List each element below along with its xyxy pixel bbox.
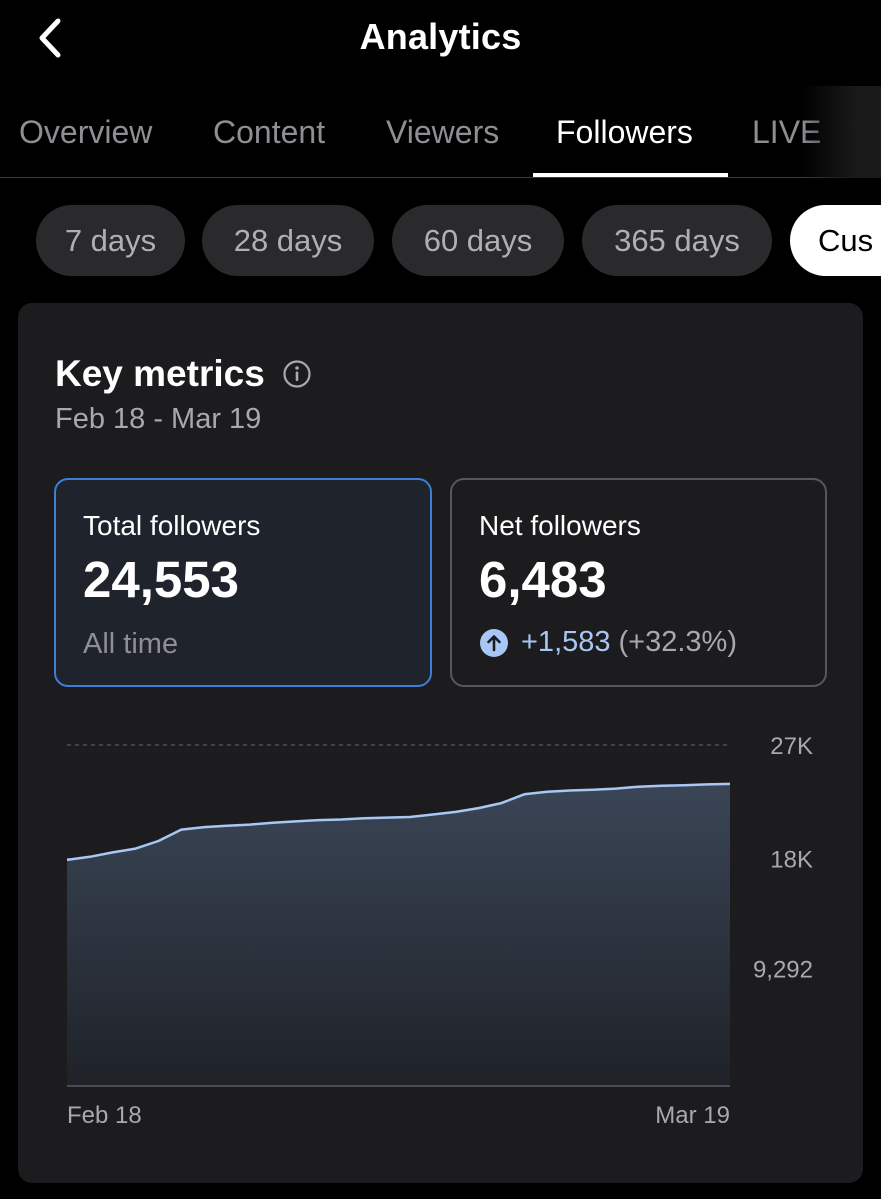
range-chip-7-days[interactable]: 7 days	[36, 205, 185, 276]
tab-scroll-fade	[801, 86, 881, 178]
tab-viewers[interactable]: Viewers	[386, 114, 500, 150]
followers-chart: 27K 18K 9,292 Feb 18 Mar 19	[66, 733, 813, 1129]
header: Analytics	[0, 0, 881, 80]
chart-area-fill	[67, 783, 730, 1086]
tab-content[interactable]: Content	[213, 114, 326, 150]
net-followers-box[interactable]: Net followers 6,483 +1,583 (+32.3%)	[450, 478, 827, 687]
date-range: Feb 18 - Mar 19	[55, 403, 262, 435]
range-chip-custom[interactable]: Cus	[790, 205, 881, 276]
x-tick-label-start: Feb 18	[67, 1102, 142, 1129]
info-icon[interactable]	[282, 359, 312, 389]
y-tick-label: 27K	[770, 733, 813, 760]
change-value: +1,583	[521, 626, 611, 658]
arrow-up-circle-icon	[480, 628, 508, 657]
active-tab-indicator	[533, 173, 728, 177]
tab-followers[interactable]: Followers	[556, 114, 693, 150]
range-chip-28-days[interactable]: 28 days	[202, 205, 374, 276]
chevron-left-icon	[39, 18, 61, 58]
total-followers-value: 24,553	[83, 551, 239, 608]
net-followers-change: +1,583 (+32.3%)	[479, 626, 737, 659]
y-tick-label: 9,292	[753, 957, 813, 984]
tab-bar: Overview Content Viewers Followers LIVE	[0, 86, 881, 178]
x-tick-label-end: Mar 19	[655, 1102, 730, 1129]
page-title: Analytics	[359, 16, 522, 57]
card-title: Key metrics	[55, 353, 265, 394]
y-tick-label: 18K	[770, 847, 813, 874]
back-button[interactable]	[26, 14, 76, 64]
total-followers-period: All time	[83, 628, 179, 660]
range-chip-60-days[interactable]: 60 days	[392, 205, 564, 276]
net-followers-label: Net followers	[479, 510, 641, 541]
chart-y-tick-labels: 27K 18K 9,292	[753, 733, 813, 984]
net-followers-value: 6,483	[479, 551, 607, 608]
range-chip-365-days[interactable]: 365 days	[582, 205, 772, 276]
chart-series-line	[66, 782, 731, 862]
total-followers-label: Total followers	[83, 510, 261, 541]
total-followers-box[interactable]: Total followers 24,553 All time	[54, 478, 432, 687]
tab-overview[interactable]: Overview	[19, 114, 153, 150]
key-metrics-card: Key metrics Feb 18 - Mar 19 Total follow…	[18, 303, 863, 1183]
change-percent: (+32.3%)	[618, 626, 737, 658]
